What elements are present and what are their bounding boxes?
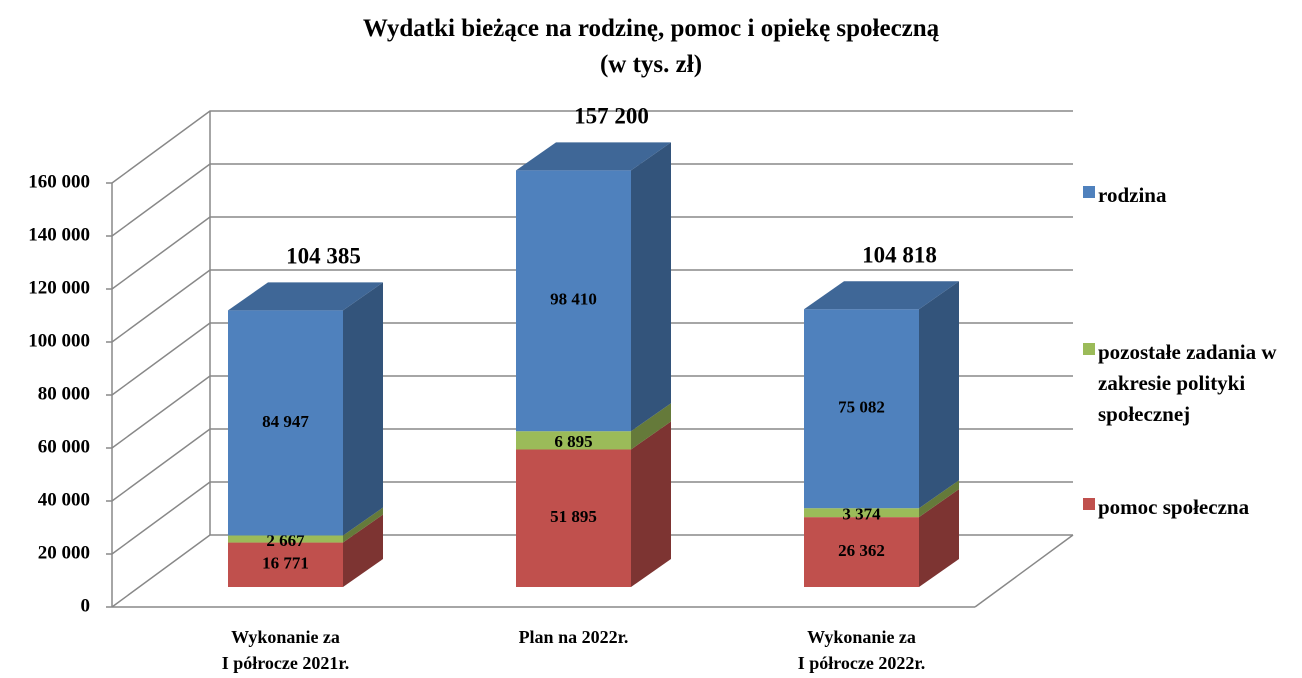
- bar-side: [343, 514, 383, 587]
- legend-label: pomoc społeczna: [1098, 495, 1250, 519]
- y-tick-label: 20 000: [38, 542, 90, 563]
- grid-line: [111, 163, 1073, 237]
- bar-top: [228, 282, 383, 311]
- grid-line: [111, 428, 1073, 502]
- bar-segment: [804, 508, 919, 518]
- bar-side: [631, 403, 671, 450]
- bar-segment: [516, 431, 631, 450]
- bar-side: [343, 507, 383, 543]
- bar-side: [919, 281, 959, 509]
- x-tick-label: Wykonanie za I półrocze 2022r.: [797, 627, 926, 673]
- bar-side: [919, 480, 959, 518]
- y-tick-label: 0: [81, 595, 91, 616]
- bar-segment: [516, 170, 631, 432]
- data-label: 75 082: [838, 398, 885, 417]
- y-tick-label: 40 000: [38, 489, 90, 510]
- data-label: 51 895: [550, 507, 597, 526]
- grid-line: [111, 216, 1073, 290]
- legend-label: rodzina: [1098, 183, 1167, 207]
- data-label: 2 667: [266, 531, 305, 550]
- bar-top: [804, 281, 959, 310]
- bar-segment: [804, 517, 919, 587]
- total-label: 157 200: [574, 104, 649, 129]
- y-tick-label: 60 000: [38, 436, 90, 457]
- bar-segment: [804, 309, 919, 509]
- axis-line: [974, 534, 1074, 608]
- bar-segment: [516, 449, 631, 587]
- data-label: 6 895: [554, 432, 592, 451]
- grid-line: [111, 269, 1073, 343]
- bar-side: [631, 421, 671, 587]
- data-label: 84 947: [262, 412, 309, 431]
- x-tick-label: Wykonanie za I półrocze 2021r.: [221, 627, 350, 673]
- y-tick-label: 160 000: [28, 171, 90, 192]
- grid-line: [111, 534, 1073, 608]
- grid-line: [111, 481, 1073, 555]
- legend-label: pozostałe zadania w zakresie polityki sp…: [1098, 340, 1277, 426]
- grid-line: [111, 322, 1073, 396]
- total-label: 104 818: [862, 243, 937, 268]
- y-tick-label: 80 000: [38, 383, 90, 404]
- bar-side: [919, 489, 959, 587]
- bar-segment: [228, 542, 343, 587]
- x-tick-label: Plan na 2022r.: [518, 627, 629, 647]
- data-label: 26 362: [838, 541, 885, 560]
- bar-side: [631, 142, 671, 432]
- bar-segment: [228, 535, 343, 543]
- bar-side: [343, 282, 383, 536]
- data-label: 98 410: [550, 290, 597, 309]
- grid-line: [111, 110, 1073, 184]
- legend-swatch: [1083, 498, 1095, 510]
- y-tick-label: 120 000: [28, 277, 90, 298]
- y-tick-label: 140 000: [28, 224, 90, 245]
- data-label: 3 374: [842, 505, 881, 524]
- chart-title: Wydatki bieżące na rodzinę, pomoc i opie…: [362, 15, 940, 42]
- y-tick-label: 100 000: [28, 330, 90, 351]
- legend-swatch: [1083, 343, 1095, 355]
- chart-subtitle: (w tys. zł): [599, 51, 703, 78]
- legend-swatch: [1083, 186, 1095, 198]
- grid-line: [111, 375, 1073, 449]
- data-label: 16 771: [262, 554, 309, 573]
- bar-top: [516, 142, 671, 171]
- total-label: 104 385: [286, 244, 361, 269]
- bar-segment: [228, 310, 343, 536]
